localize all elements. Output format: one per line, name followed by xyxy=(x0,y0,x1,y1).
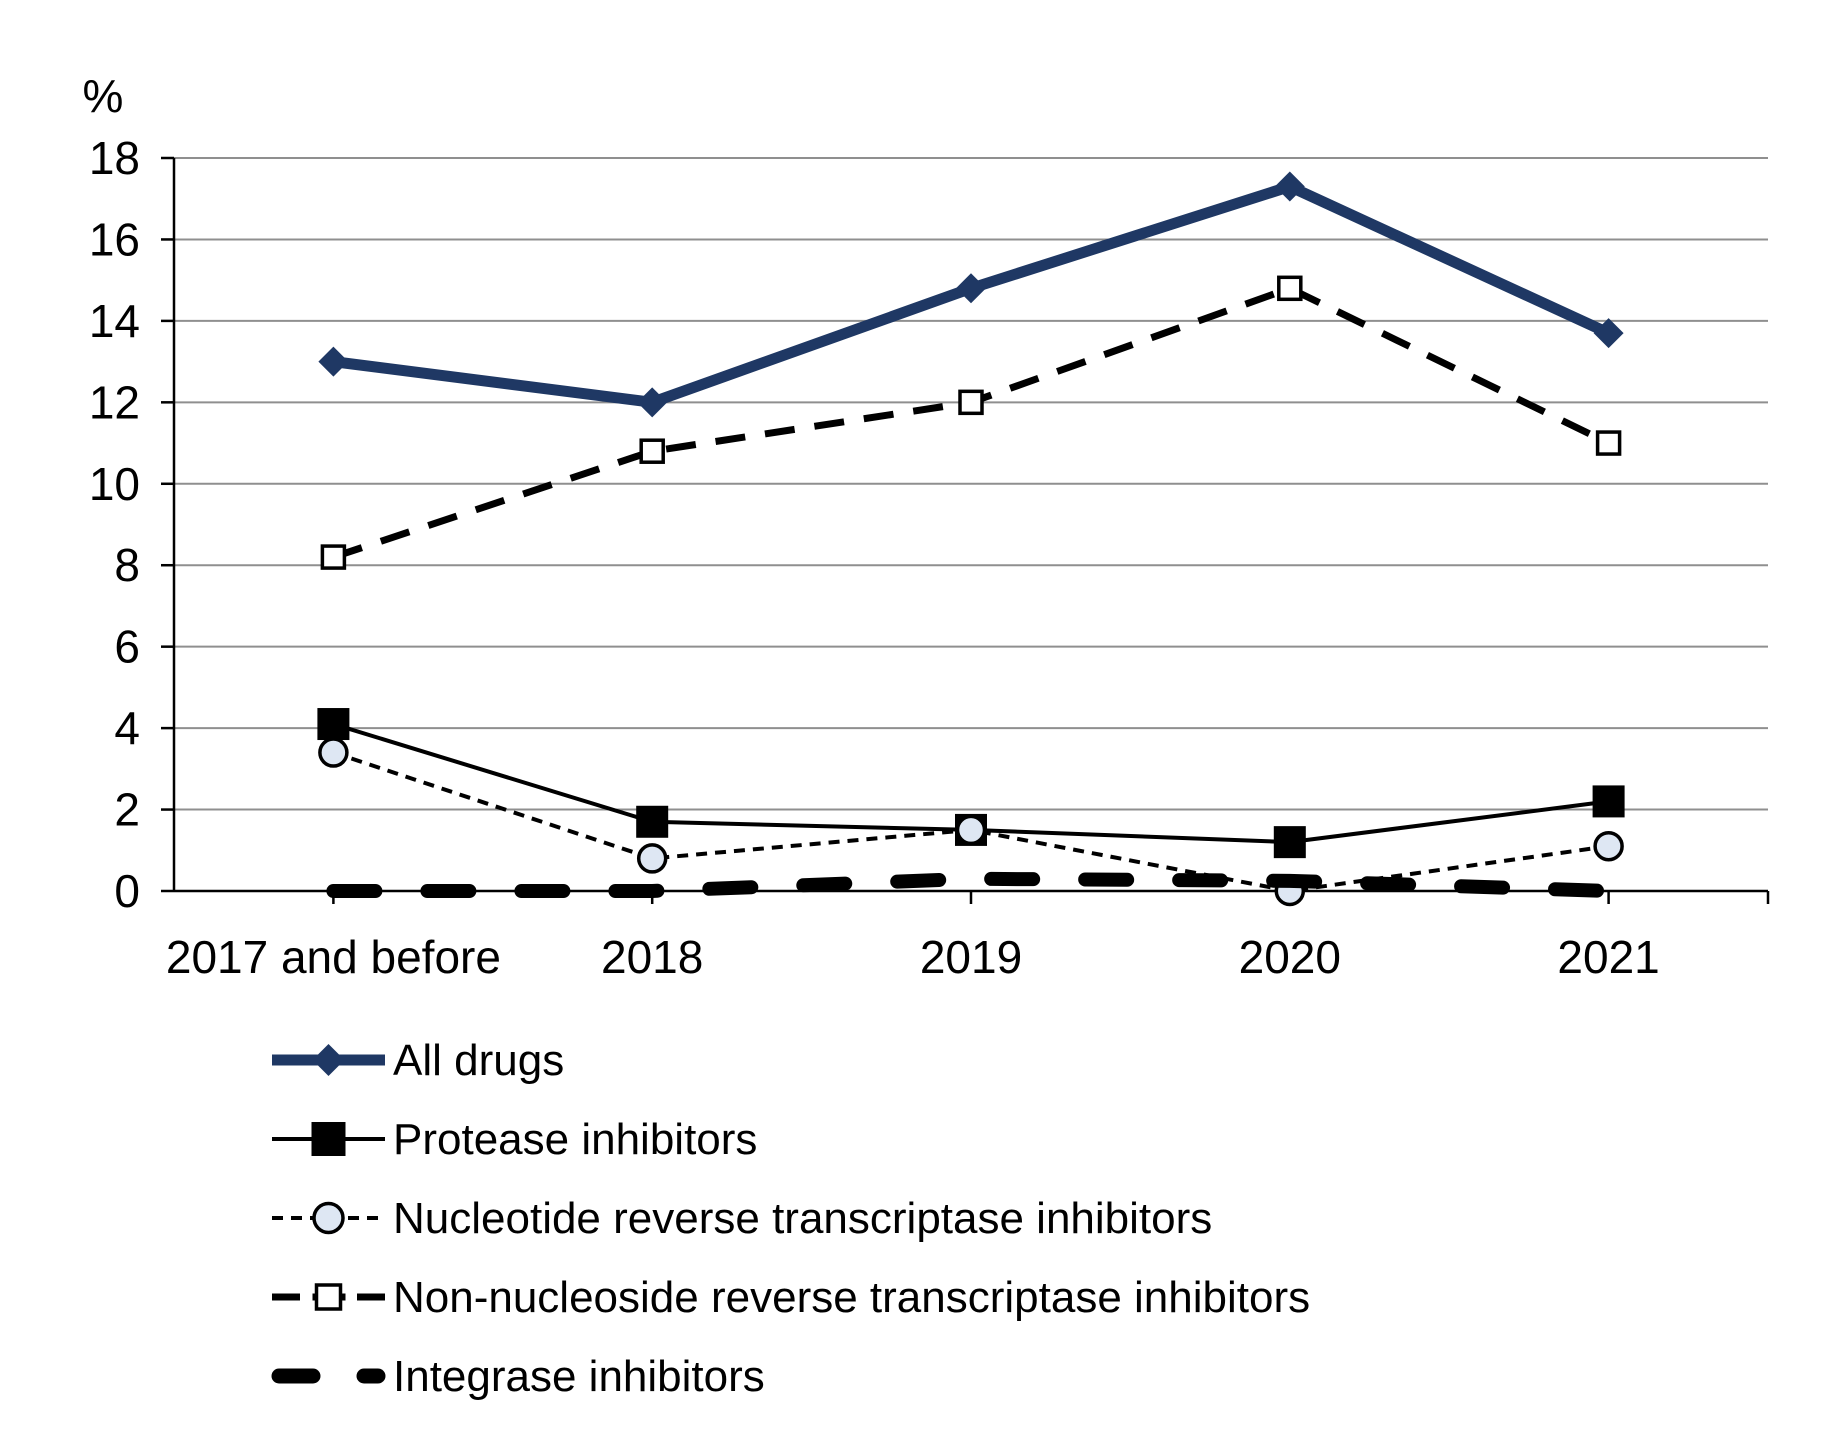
series-marker-protease-inhibitors xyxy=(1592,785,1625,818)
series-marker-non-nucleoside-reverse-transcriptase-inhibitors xyxy=(1595,430,1622,456)
y-tick-label: 10 xyxy=(89,458,140,510)
series-marker-nucleotide-reverse-transcriptase-inhibitors xyxy=(636,843,668,874)
series-marker-nucleotide-reverse-transcriptase-inhibitors xyxy=(955,814,987,846)
legend: All drugs Protease inhibitors Nucleotide r… xyxy=(271,1036,1310,1401)
series-nucleotide-reverse-transcriptase-inhibitors xyxy=(318,737,1624,907)
legend-label: Integrase inhibitors xyxy=(393,1352,765,1401)
y-tick-label: 16 xyxy=(89,213,140,265)
series-marker-all-drugs xyxy=(1274,171,1305,202)
series-marker-non-nucleoside-reverse-transcriptase-inhibitors xyxy=(639,438,665,464)
y-axis-unit-label: % xyxy=(83,70,124,122)
legend-symbol-marker xyxy=(312,1044,345,1076)
y-tick-label: 14 xyxy=(89,295,140,347)
series-all-drugs xyxy=(318,171,1624,418)
x-tick-label: 2019 xyxy=(920,931,1022,983)
legend-label: All drugs xyxy=(393,1036,564,1085)
legend-label: Non-nucleoside reverse transcriptase inh… xyxy=(393,1273,1310,1322)
legend-symbol-marker xyxy=(311,1122,346,1156)
legend-item-integrase-inhibitors: Integrase inhibitors xyxy=(271,1352,765,1401)
series-marker-non-nucleoside-reverse-transcriptase-inhibitors xyxy=(320,544,347,570)
y-tick-label: 2 xyxy=(114,784,140,836)
y-tick-label: 12 xyxy=(89,376,140,428)
x-tick-label: 2018 xyxy=(601,931,703,983)
series-marker-protease-inhibitors xyxy=(636,805,669,838)
legend-item-all-drugs: All drugs xyxy=(272,1036,564,1085)
y-tick-label: 18 xyxy=(89,132,140,184)
series-marker-non-nucleoside-reverse-transcriptase-inhibitors xyxy=(1277,275,1303,302)
series-marker-all-drugs xyxy=(637,387,668,418)
x-tick-label: 2021 xyxy=(1557,931,1659,983)
legend-label: Nucleotide reverse transcriptase inhibit… xyxy=(393,1194,1212,1243)
legend-symbol-marker xyxy=(314,1283,343,1311)
legend-item-non-nucleoside-reverse-transcriptase-inhibitors: Non-nucleoside reverse transcriptase inh… xyxy=(272,1273,1310,1322)
legend-item-nucleotide-reverse-transcriptase-inhibitors: Nucleotide reverse transcriptase inhibit… xyxy=(272,1194,1212,1243)
series-integrase-inhibitors xyxy=(326,871,1616,898)
series-line-integrase-inhibitors xyxy=(326,871,1616,898)
series-marker-nucleotide-reverse-transcriptase-inhibitors xyxy=(318,737,349,768)
y-tick-label: 6 xyxy=(114,621,140,673)
series-marker-protease-inhibitors xyxy=(1273,826,1306,859)
series-marker-non-nucleoside-reverse-transcriptase-inhibitors xyxy=(958,389,984,416)
x-tick-label: 2020 xyxy=(1239,931,1341,983)
series-marker-protease-inhibitors xyxy=(317,708,350,741)
y-tick-label: 8 xyxy=(114,539,140,591)
y-tick-label: 4 xyxy=(114,702,140,754)
legend-label: Protease inhibitors xyxy=(393,1115,757,1164)
series-marker-all-drugs xyxy=(318,346,349,377)
x-tick-label: 2017 and before xyxy=(166,931,501,983)
y-tick-label: 0 xyxy=(114,865,140,917)
legend-symbol-marker xyxy=(312,1201,345,1235)
series-line-non-nucleoside-reverse-transcriptase-inhibitors xyxy=(332,284,1611,561)
series-non-nucleoside-reverse-transcriptase-inhibitors xyxy=(320,275,1622,570)
series-marker-all-drugs xyxy=(956,273,986,304)
legend-item-protease-inhibitors: Protease inhibitors xyxy=(272,1115,757,1164)
series-marker-nucleotide-reverse-transcriptase-inhibitors xyxy=(1593,830,1624,862)
series-marker-all-drugs xyxy=(1593,318,1624,349)
